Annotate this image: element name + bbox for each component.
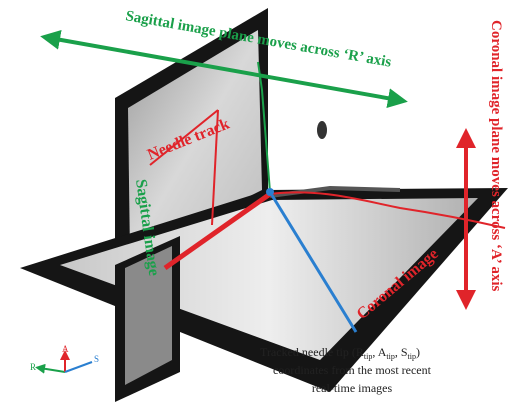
caption-line: coordinates from the most recent xyxy=(273,363,432,377)
caption-subscript: tip xyxy=(364,352,372,361)
caption-subscript: tip xyxy=(408,352,416,361)
caption-subscript: tip xyxy=(386,352,394,361)
caption-text: , S xyxy=(395,345,408,359)
caption-line: Tracked needle tip (Rtip, Atip, Stip) xyxy=(260,345,420,361)
needle-tip xyxy=(266,188,274,196)
axis-arrow xyxy=(65,362,92,372)
caption-text: ) xyxy=(416,345,420,359)
axis-arrow xyxy=(40,368,65,372)
axis-label: A xyxy=(62,344,69,354)
coronal-motion-label: Coronal image plane moves across ‘A’ axi… xyxy=(488,20,504,292)
axis-label: R xyxy=(30,362,36,372)
axis-label: S xyxy=(94,354,99,364)
caption-line: real-time images xyxy=(312,381,393,395)
image-feature xyxy=(317,121,327,139)
caption-text: Tracked needle tip (R xyxy=(260,345,364,359)
caption-text: , A xyxy=(372,345,386,359)
diagram: Sagittal image plane moves across ‘R’ ax… xyxy=(0,0,525,408)
